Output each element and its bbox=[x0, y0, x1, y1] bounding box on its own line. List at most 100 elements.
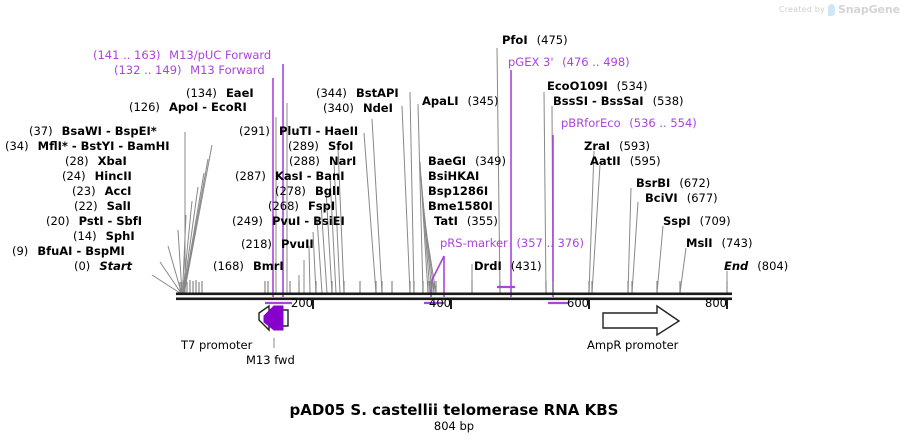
label-psti-sbfi[interactable]: (20) PstI - SbfI bbox=[46, 215, 142, 228]
label-ndei[interactable]: (340) NdeI bbox=[323, 102, 393, 115]
label-position: (20) bbox=[46, 214, 70, 228]
label-bfuai-bspmi[interactable]: (9) BfuAI - BspMI bbox=[12, 245, 125, 258]
label-sspi[interactable]: SspI (709) bbox=[663, 215, 731, 228]
label-bsihkai[interactable]: BsiHKAI bbox=[428, 170, 479, 183]
label-msli[interactable]: MslI (743) bbox=[686, 237, 752, 250]
label-text: M13/pUC Forward bbox=[169, 48, 272, 62]
label-position: (218) bbox=[241, 237, 272, 251]
label-position: (28) bbox=[65, 154, 89, 168]
label-pgex-3prime[interactable]: pGEX 3' (476 .. 498) bbox=[508, 56, 630, 69]
label-bme1580i[interactable]: Bme1580I bbox=[428, 200, 493, 213]
label-aatii[interactable]: AatII (595) bbox=[590, 155, 661, 168]
label-text: DrdI bbox=[474, 259, 502, 273]
label-bmri[interactable]: (168) BmrI bbox=[213, 260, 284, 273]
label-bcivi[interactable]: BciVI (677) bbox=[645, 192, 718, 205]
restriction-site-ticks bbox=[179, 280, 728, 293]
label-m13puc-forward[interactable]: (141 .. 163) M13/pUC Forward bbox=[93, 49, 271, 62]
label-sali[interactable]: (22) SalI bbox=[74, 200, 131, 213]
label-text: ZraI bbox=[584, 139, 611, 153]
label-nari[interactable]: (288) NarI bbox=[289, 155, 356, 168]
leader-lines-left-cluster bbox=[151, 103, 288, 294]
primer-leader-lines bbox=[272, 64, 554, 298]
label-tati[interactable]: TatI (355) bbox=[434, 215, 498, 228]
label-position: (14) bbox=[73, 229, 97, 243]
label-text: pGEX 3' bbox=[508, 55, 554, 69]
feature-arrow-ampr-promoter[interactable] bbox=[602, 304, 681, 337]
label-position: (593) bbox=[619, 139, 651, 153]
label-position: (538) bbox=[652, 94, 684, 108]
label-pfoi[interactable]: PfoI (475) bbox=[502, 34, 568, 47]
label-hincii[interactable]: (24) HincII bbox=[62, 170, 132, 183]
label-position: (287) bbox=[235, 169, 266, 183]
ruler-label-400: 400 bbox=[429, 296, 451, 310]
label-position: (340) bbox=[323, 101, 354, 115]
label-plutti-haeii[interactable]: (291) PluTI - HaeII bbox=[239, 125, 358, 138]
page-subtitle: 804 bp bbox=[433, 419, 475, 433]
label-text: EaeI bbox=[225, 86, 254, 100]
label-text: BsiHKAI bbox=[428, 169, 480, 183]
label-text: BsrBI bbox=[636, 176, 671, 190]
label-kasi-bani[interactable]: (287) KasI - BanI bbox=[235, 170, 345, 183]
label-pvuii[interactable]: (218) PvuII bbox=[241, 238, 314, 251]
feature-label-t7-promoter[interactable]: T7 promoter bbox=[181, 338, 253, 352]
label-position: (34) bbox=[5, 139, 29, 153]
label-eaei[interactable]: (134) EaeI bbox=[186, 87, 254, 100]
label-position: (476 .. 498) bbox=[562, 55, 630, 69]
label-text: PstI - SbfI bbox=[78, 214, 143, 228]
label-bgli[interactable]: (278) BglI bbox=[275, 185, 340, 198]
label-end[interactable]: End (804) bbox=[724, 260, 788, 273]
label-acci[interactable]: (23) AccI bbox=[72, 185, 131, 198]
feature-arrow-m13-fwd[interactable] bbox=[263, 305, 284, 331]
label-baegi[interactable]: BaeGI (349) bbox=[428, 155, 506, 168]
label-apoi-ecori[interactable]: (126) ApoI - EcoRI bbox=[129, 101, 247, 114]
label-drdi[interactable]: DrdI (431) bbox=[474, 260, 542, 273]
label-position: (431) bbox=[510, 259, 542, 273]
label-text: PvuI - BsiEI bbox=[271, 214, 345, 228]
feature-label-m13-fwd[interactable]: M13 fwd bbox=[246, 353, 295, 367]
label-zrai[interactable]: ZraI (593) bbox=[584, 140, 650, 153]
label-ecoo109i[interactable]: EcoO109I (534) bbox=[547, 80, 648, 93]
label-start[interactable]: (0) Start bbox=[74, 260, 132, 273]
ruler-label-200: 200 bbox=[291, 296, 313, 310]
feature-label-ampr-promoter[interactable]: AmpR promoter bbox=[587, 338, 679, 352]
label-text: Start bbox=[99, 259, 133, 273]
label-position: (344) bbox=[316, 86, 347, 100]
label-m13-forward[interactable]: (132 .. 149) M13 Forward bbox=[114, 64, 265, 77]
label-xbai[interactable]: (28) XbaI bbox=[65, 155, 127, 168]
label-text: ApoI - EcoRI bbox=[168, 100, 247, 114]
label-position: (743) bbox=[721, 236, 753, 250]
label-text: ApaLI bbox=[422, 94, 459, 108]
label-position: (595) bbox=[629, 154, 661, 168]
label-position: (22) bbox=[74, 199, 98, 213]
label-position: (278) bbox=[275, 184, 306, 198]
label-fspi[interactable]: (268) FspI bbox=[268, 200, 335, 213]
label-text: M13 Forward bbox=[190, 63, 265, 77]
label-mfli-bstyi-bamhi[interactable]: (34) MflI* - BstYI - BamHI bbox=[5, 140, 170, 153]
label-text: BstAPI bbox=[355, 86, 399, 100]
label-sphi[interactable]: (14) SphI bbox=[73, 230, 135, 243]
label-text: EcoO109I bbox=[547, 79, 608, 93]
label-bstapi[interactable]: (344) BstAPI bbox=[316, 87, 399, 100]
label-bsawi-bspei[interactable]: (37) BsaWI - BspEI* bbox=[29, 125, 157, 138]
label-text: TatI bbox=[434, 214, 458, 228]
label-position: (357 .. 376) bbox=[516, 236, 584, 250]
label-position: (0) bbox=[74, 259, 91, 273]
label-text: MslI bbox=[686, 236, 713, 250]
label-bsrbi[interactable]: BsrBI (672) bbox=[636, 177, 710, 190]
label-text: HincII bbox=[94, 169, 132, 183]
label-prs-marker[interactable]: pRS-marker (357 .. 376) bbox=[440, 237, 584, 250]
label-pvui-bsiei[interactable]: (249) PvuI - BsiEI bbox=[232, 215, 345, 228]
label-text: BciVI bbox=[645, 191, 678, 205]
label-apali[interactable]: ApaLI (345) bbox=[422, 95, 498, 108]
label-pbrforeco[interactable]: pBRforEco (536 .. 554) bbox=[561, 117, 697, 130]
label-text: Bme1580I bbox=[428, 199, 493, 213]
label-sfoi[interactable]: (289) SfoI bbox=[288, 140, 353, 153]
label-text: Bsp1286I bbox=[428, 184, 489, 198]
label-text: BglI bbox=[314, 184, 341, 198]
label-bsssi-bsssai[interactable]: BssSI - BssSaI (538) bbox=[553, 95, 684, 108]
label-text: BmrI bbox=[252, 259, 284, 273]
label-bsp1286i[interactable]: Bsp1286I bbox=[428, 185, 488, 198]
ruler-label-600: 600 bbox=[567, 296, 589, 310]
